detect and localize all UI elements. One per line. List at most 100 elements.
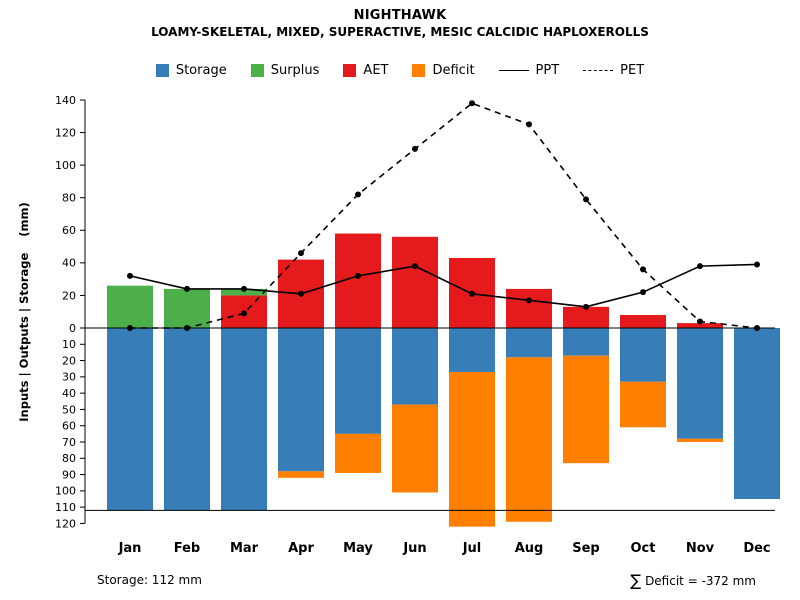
pet-point-Jan xyxy=(127,325,133,331)
y-tick-label: 40 xyxy=(62,387,76,400)
y-tick-label: 90 xyxy=(62,468,76,481)
storage-note: Storage: 112 mm xyxy=(97,573,202,587)
storage-bar-Mar xyxy=(221,328,267,511)
storage-swatch-icon xyxy=(155,64,169,77)
deficit-total-text: Deficit = -372 mm xyxy=(645,574,756,588)
surplus-bar-Jan xyxy=(107,285,153,328)
y-tick-label: 120 xyxy=(55,126,76,139)
pet-point-Jun xyxy=(412,145,418,152)
aet-bar-Aug xyxy=(506,288,552,328)
deficit-bar-Jul xyxy=(449,371,495,527)
legend-label-aet: AET xyxy=(363,63,389,78)
y-tick-label: 0 xyxy=(69,322,76,335)
pet-point-Feb xyxy=(184,325,190,331)
pet-point-Jul xyxy=(469,100,475,107)
deficit-bar-Sep xyxy=(563,355,609,464)
pet-point-Mar xyxy=(241,310,247,317)
month-label-Aug: Aug xyxy=(515,541,544,556)
pet-point-Aug xyxy=(526,121,532,128)
deficit-total-note: ∑ Deficit = -372 mm xyxy=(630,573,756,589)
ppt-point-Jan xyxy=(127,272,133,279)
storage-bar-Dec xyxy=(734,328,780,500)
page-title: NIGHTHAWK xyxy=(353,8,447,23)
month-label-Jun: Jun xyxy=(402,541,426,556)
legend-item-ppt: PPT xyxy=(498,63,559,78)
storage-bar-Aug xyxy=(506,328,552,358)
month-label-Feb: Feb xyxy=(174,541,200,556)
legend-item-deficit: Deficit xyxy=(412,63,475,78)
y-tick-label: 60 xyxy=(62,420,76,433)
y-tick-label: 80 xyxy=(62,192,76,205)
y-tick-label: 30 xyxy=(62,371,76,384)
month-label-Jul: Jul xyxy=(462,541,482,556)
storage-bar-Nov xyxy=(677,328,723,439)
storage-bar-Sep xyxy=(563,328,609,356)
aet-bar-Jun xyxy=(392,236,438,328)
ppt-point-Jul xyxy=(469,290,475,297)
legend-item-storage: Storage xyxy=(155,63,227,78)
ppt-point-Dec xyxy=(754,261,760,268)
y-tick-label: 80 xyxy=(62,452,76,465)
month-label-Apr: Apr xyxy=(288,541,314,556)
deficit-bar-May xyxy=(335,433,381,473)
storage-bar-May xyxy=(335,328,381,434)
legend-label-deficit: Deficit xyxy=(432,63,475,78)
legend-label-surplus: Surplus xyxy=(270,63,320,78)
legend-label-pet: PET xyxy=(620,63,645,78)
legend-item-aet: AET xyxy=(343,63,388,78)
deficit-bar-Aug xyxy=(506,357,552,522)
bars-group xyxy=(107,233,780,527)
page-subtitle: LOAMY-SKELETAL, MIXED, SUPERACTIVE, MESI… xyxy=(151,25,649,39)
sigma-icon: ∑ xyxy=(630,571,642,590)
deficit-bar-Jun xyxy=(392,404,438,493)
ppt-point-Sep xyxy=(583,303,589,310)
month-label-Dec: Dec xyxy=(743,541,770,556)
pet-point-Nov xyxy=(697,318,703,325)
ppt-solid-line-icon xyxy=(498,70,529,71)
ppt-point-Jun xyxy=(412,263,418,270)
month-label-Mar: Mar xyxy=(230,541,259,556)
pet-point-Apr xyxy=(298,250,304,257)
y-tick-label: 70 xyxy=(62,436,76,449)
y-tick-label: 40 xyxy=(62,257,76,270)
ppt-point-Feb xyxy=(184,285,190,292)
y-axis: 0 20 40 60 80 100 120 140 10 20 30 40 50 60 70 80 90 100 1… xyxy=(55,94,86,530)
storage-bar-Jun xyxy=(392,328,438,405)
ppt-point-Mar xyxy=(241,285,247,292)
ppt-point-Aug xyxy=(526,297,532,304)
deficit-bar-Nov xyxy=(677,438,723,443)
surplus-bar-Mar xyxy=(221,288,267,296)
deficit-bar-Oct xyxy=(620,381,666,428)
y-tick-label: 60 xyxy=(62,224,76,237)
surplus-swatch-icon xyxy=(250,64,264,77)
pet-point-Oct xyxy=(640,266,646,273)
deficit-swatch-icon xyxy=(412,64,426,77)
ppt-line xyxy=(129,263,758,308)
y-tick-label: 10 xyxy=(62,338,76,351)
pet-line xyxy=(130,102,758,329)
storage-bar-Jul xyxy=(449,328,495,372)
ppt-point-Apr xyxy=(298,290,304,297)
surplus-bar-Feb xyxy=(164,288,210,328)
month-label-Nov: Nov xyxy=(686,541,715,556)
y-tick-label: 100 xyxy=(55,159,76,172)
pet-point-May xyxy=(355,191,361,198)
ppt-point-Nov xyxy=(697,263,703,270)
pet-point-Dec xyxy=(754,325,760,331)
storage-bar-Oct xyxy=(620,328,666,382)
pet-dashed-line-icon xyxy=(583,70,614,71)
storage-bar-Jan xyxy=(107,328,153,511)
y-tick-label: 140 xyxy=(55,94,76,107)
ppt-point-May xyxy=(355,272,361,279)
y-tick-label: 20 xyxy=(62,354,76,367)
month-label-May: May xyxy=(343,541,373,556)
ppt-point-Oct xyxy=(640,289,646,296)
aet-bar-Sep xyxy=(563,306,609,328)
aet-swatch-icon xyxy=(343,64,357,77)
pet-point-Sep xyxy=(583,196,589,203)
y-tick-label: 50 xyxy=(62,403,76,416)
storage-bar-Apr xyxy=(278,328,324,472)
y-tick-label: 100 xyxy=(55,485,76,498)
